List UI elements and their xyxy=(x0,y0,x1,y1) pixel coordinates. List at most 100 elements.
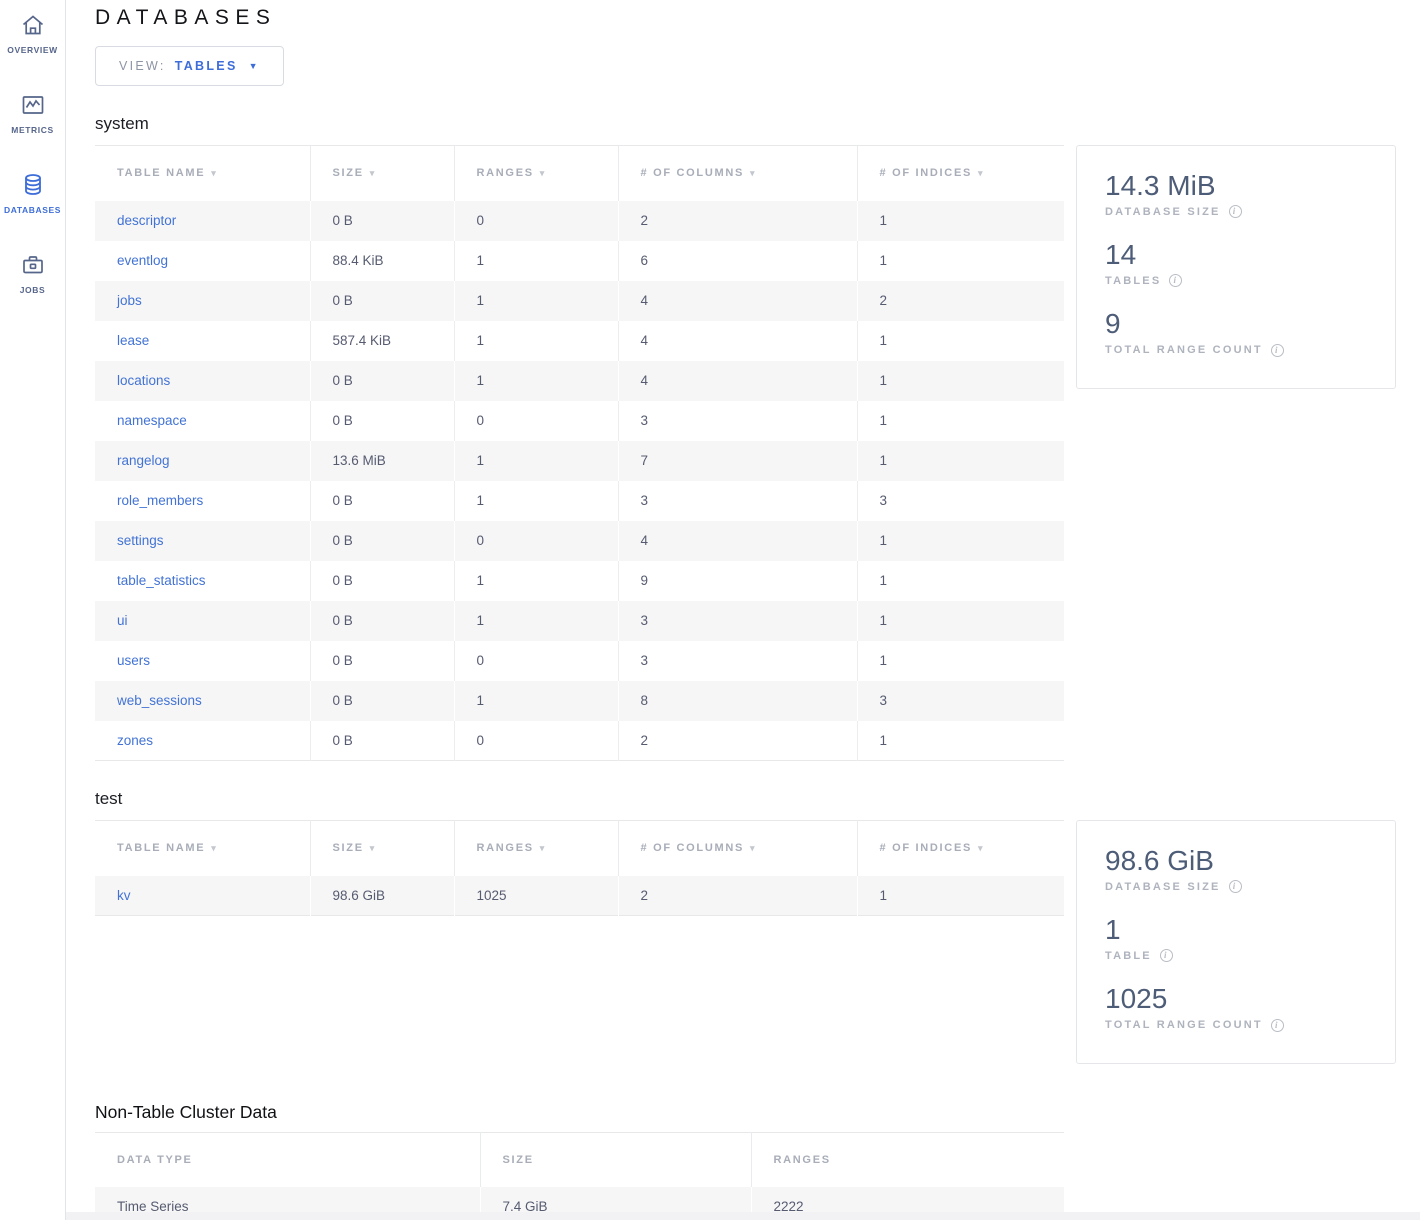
sidebar-item-label: JOBS xyxy=(19,285,46,295)
table-name-link[interactable]: locations xyxy=(117,373,171,388)
column-header-indices[interactable]: # OF INDICES ▾ xyxy=(857,820,1064,876)
briefcase-icon xyxy=(20,252,46,278)
sort-arrow-icon: ▾ xyxy=(369,843,375,854)
cell-name: descriptor xyxy=(95,200,311,241)
sort-arrow-icon: ▾ xyxy=(978,168,983,179)
info-icon[interactable]: i xyxy=(1169,274,1183,288)
table-name-link[interactable]: descriptor xyxy=(117,213,177,228)
table-name-link[interactable]: users xyxy=(117,653,151,668)
cell-columns: 4 xyxy=(618,280,858,321)
sort-arrow-icon: ▾ xyxy=(750,168,755,179)
column-header-table-name[interactable]: TABLE NAME ▾ xyxy=(95,820,311,876)
cell-ranges: 1 xyxy=(454,240,619,281)
column-header-table-name[interactable]: TABLE NAME ▾ xyxy=(95,145,311,201)
column-header-size[interactable]: SIZE ▾ xyxy=(310,145,455,201)
cell-columns: 3 xyxy=(618,600,858,641)
info-icon[interactable]: i xyxy=(1228,880,1242,894)
cell-size: 587.4 KiB xyxy=(310,320,455,361)
cell-ranges: 1 xyxy=(454,440,619,481)
cell-size: 0 B xyxy=(310,200,455,241)
cell-indices: 3 xyxy=(879,493,888,508)
stat-value: 1025 xyxy=(1105,983,1168,1015)
stat-label: TABLES xyxy=(1105,274,1162,287)
info-icon[interactable]: i xyxy=(1159,949,1173,963)
table-name-link[interactable]: table_statistics xyxy=(117,573,206,588)
table-name-link[interactable]: ui xyxy=(117,613,128,628)
page-title: DATABASES xyxy=(95,6,277,29)
column-header-ranges[interactable]: RANGES ▾ xyxy=(454,820,619,876)
cell-indices: 1 xyxy=(857,440,1064,481)
cell-indices: 1 xyxy=(857,200,1064,241)
table-name-link[interactable]: namespace xyxy=(117,413,187,428)
cell-size: 0 B xyxy=(310,360,455,401)
sidebar-item-overview[interactable]: OVERVIEW xyxy=(0,8,65,88)
sidebar-item-jobs[interactable]: JOBS xyxy=(0,248,65,328)
cell-name: settings xyxy=(95,520,311,561)
column-header-columns[interactable]: # OF COLUMNS ▾ xyxy=(618,820,858,876)
sort-arrow-icon: ▾ xyxy=(750,843,755,854)
cell-size: 0 B xyxy=(310,600,455,641)
cell-size: 13.6 MiB xyxy=(310,440,455,481)
database-heading-system: system xyxy=(95,114,149,133)
cell-indices: 1 xyxy=(879,253,888,268)
table-name-link[interactable]: rangelog xyxy=(117,453,170,468)
table-header-row: TABLE NAME ▾ SIZE ▾ RANGES ▾ # OF COLUMNS ▾ … xyxy=(95,145,1064,201)
table-name-link[interactable]: settings xyxy=(117,533,164,548)
cell-ranges: 0 xyxy=(454,400,619,441)
cell-name: table_statistics xyxy=(95,560,311,601)
cell-indices: 1 xyxy=(879,413,888,428)
info-icon[interactable]: i xyxy=(1270,1018,1284,1032)
stat-value: 9 xyxy=(1105,308,1121,340)
stat-label: TOTAL RANGE COUNT xyxy=(1105,344,1263,357)
cell-size: 88.4 KiB xyxy=(310,240,455,281)
chevron-down-icon: ▼ xyxy=(248,61,260,71)
stat-tables: 14 TABLES i xyxy=(1105,239,1367,288)
info-icon[interactable]: i xyxy=(1228,205,1242,219)
cell-indices: 1 xyxy=(857,360,1064,401)
cell-columns: 2 xyxy=(618,875,858,916)
table-row: Time Series 7.4 GiB 2222 xyxy=(95,1187,1064,1212)
non-table-cluster-table: DATA TYPE SIZE RANGES Time Series 7.4 GiB… xyxy=(95,1131,1064,1212)
column-header-ranges[interactable]: RANGES ▾ xyxy=(454,145,619,201)
cell-name: web_sessions xyxy=(95,680,311,721)
cell-size: 0 B xyxy=(310,640,455,681)
cell-size: 7.4 GiB xyxy=(480,1187,752,1212)
sort-arrow-icon: ▾ xyxy=(211,168,216,179)
cell-columns: 2 xyxy=(618,200,858,241)
cell-indices: 1 xyxy=(857,875,1064,916)
cell-ranges: 1 xyxy=(454,600,619,641)
table-name-link[interactable]: eventlog xyxy=(117,253,169,268)
table-name-link[interactable]: role_members xyxy=(117,493,204,508)
column-header-indices[interactable]: # OF INDICES ▾ xyxy=(857,145,1064,201)
cell-columns: 4 xyxy=(618,520,858,561)
table-name-link[interactable]: lease xyxy=(117,333,150,348)
cell-ranges: 0 xyxy=(454,520,619,561)
cell-ranges: 1025 xyxy=(454,875,619,916)
sidebar-item-databases[interactable]: DATABASES xyxy=(0,168,65,248)
cell-columns: 4 xyxy=(618,320,858,361)
cell-columns: 7 xyxy=(618,440,858,481)
table-name-link[interactable]: kv xyxy=(117,887,131,903)
table-name-link[interactable]: zones xyxy=(117,732,154,748)
cell-columns: 4 xyxy=(618,360,858,401)
sort-arrow-icon: ▾ xyxy=(369,168,375,179)
column-header-size[interactable]: SIZE ▾ xyxy=(310,820,455,876)
column-header-data-type: DATA TYPE xyxy=(95,1132,481,1188)
column-header-size: SIZE xyxy=(480,1132,752,1188)
cell-indices: 1 xyxy=(879,732,888,748)
cell-ranges: 1 xyxy=(454,560,619,601)
column-header-columns[interactable]: # OF COLUMNS ▾ xyxy=(618,145,858,201)
view-dropdown[interactable]: VIEW: TABLES ▼ xyxy=(95,46,284,86)
cell-columns: 8 xyxy=(618,680,858,721)
info-icon[interactable]: i xyxy=(1270,343,1284,357)
cell-size: 0 B xyxy=(310,560,455,601)
table-name-link[interactable]: jobs xyxy=(117,293,142,308)
sidebar-item-metrics[interactable]: METRICS xyxy=(0,88,65,168)
table-name-link[interactable]: web_sessions xyxy=(117,693,202,708)
cell-size: 98.6 GiB xyxy=(310,875,455,916)
